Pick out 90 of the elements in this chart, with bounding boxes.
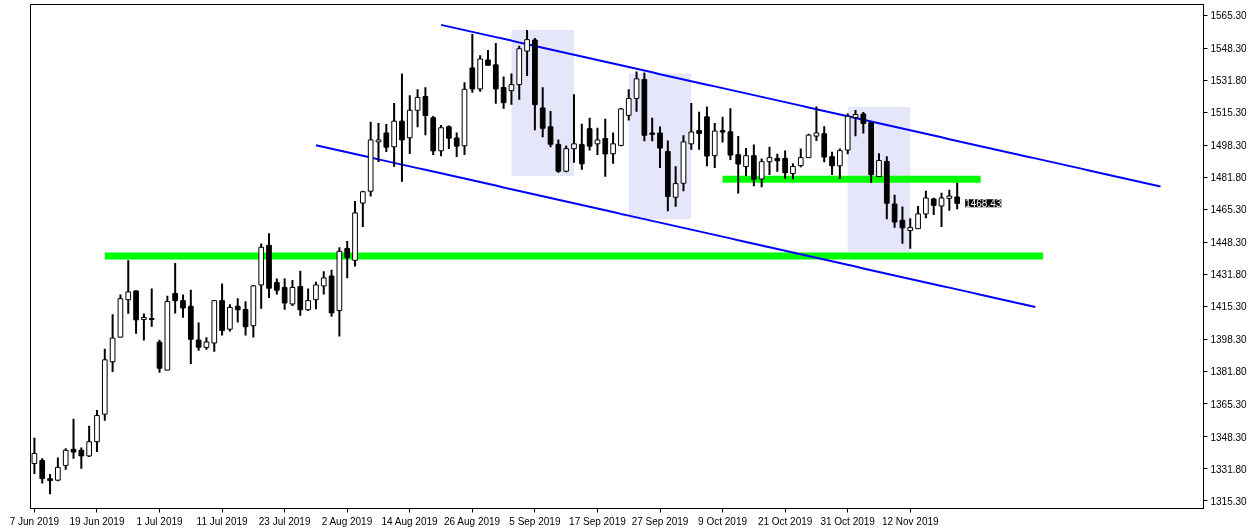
y-tick-label: 1548.30: [1210, 43, 1248, 55]
candlestick: [438, 124, 444, 158]
candlestick: [62, 447, 69, 471]
candlestick: [829, 150, 835, 177]
candlestick: [141, 312, 147, 342]
y-tick-label: 1348.30: [1210, 431, 1248, 443]
candlestick: [837, 147, 843, 180]
candlestick: [109, 313, 116, 374]
candlestick: [954, 181, 961, 211]
candlestick: [305, 287, 311, 312]
x-tick-label: 17 Sep 2019: [569, 515, 627, 527]
y-tick-label: 1498.30: [1210, 140, 1248, 152]
x-tick-label: 9 Oct 2019: [698, 515, 748, 527]
candlestick: [923, 189, 929, 220]
candlestick: [148, 287, 155, 328]
candlestick: [320, 270, 327, 296]
candlestick: [743, 146, 749, 178]
candlestick: [360, 189, 366, 229]
x-tick-label: 27 Sep 2019: [631, 515, 689, 527]
candlestick: [125, 259, 132, 315]
candlestick: [797, 147, 804, 169]
x-tick-label: 7 Jun 2019: [9, 515, 60, 527]
candlestick: [86, 424, 92, 458]
candlestick: [234, 297, 241, 324]
candlestick: [688, 102, 695, 151]
candlestick: [539, 86, 546, 139]
y-tick-label: 1531.80: [1210, 75, 1248, 87]
candlestick: [297, 269, 304, 317]
x-tick-label: 26 Aug 2019: [443, 515, 501, 527]
candlestick: [625, 88, 632, 122]
candlestick: [657, 125, 663, 169]
y-tick-label: 1465.30: [1210, 204, 1248, 216]
line-series: [314, 144, 1037, 309]
x-tick-label: 21 Oct 2019: [757, 515, 813, 527]
candlestick: [383, 123, 390, 153]
y-tick-label: 1448.30: [1210, 237, 1248, 249]
candlestick: [47, 472, 53, 496]
y-tick-label: 1381.80: [1210, 366, 1248, 378]
candlestick: [453, 131, 460, 159]
candlestick: [735, 135, 742, 195]
candlestick: [524, 29, 530, 78]
line-series: [440, 23, 1162, 188]
candlestick: [774, 152, 781, 173]
candlestick: [610, 131, 616, 165]
candlestick: [446, 124, 452, 151]
candlestick: [782, 149, 788, 180]
candlestick: [571, 93, 577, 164]
x-tick-label: 11 Jul 2019: [196, 515, 249, 527]
candlestick: [172, 262, 179, 315]
candlestick: [547, 110, 554, 149]
y-tick-label: 1415.30: [1210, 301, 1248, 313]
y-tick-label: 1365.30: [1210, 398, 1248, 410]
candlestick: [719, 115, 726, 144]
candlestick: [39, 457, 46, 485]
x-tick-label: 1 Jul 2019: [136, 515, 184, 527]
text: 1468.43: [965, 198, 1002, 210]
candlestick: [672, 165, 679, 208]
candlestick: [313, 280, 319, 311]
y-tick-label: 1565.30: [1210, 10, 1248, 22]
candlestick: [727, 107, 734, 161]
y-tick-label: 1315.30: [1210, 495, 1248, 507]
candlestick: [649, 116, 656, 143]
candlestick: [876, 152, 882, 178]
candlestick: [399, 72, 405, 183]
candlestick: [578, 122, 585, 171]
x-tick-label: 23 Jul 2019: [258, 515, 311, 527]
x-tick-label: 19 Jun 2019: [69, 515, 125, 527]
y-tick-label: 1515.30: [1210, 107, 1248, 119]
candlestick: [907, 217, 914, 250]
x-tick-label: 12 Nov 2019: [881, 515, 940, 527]
x-tick-label: 5 Sep 2019: [509, 515, 561, 527]
y-tick-label: 1431.80: [1210, 269, 1248, 281]
y-tick-label: 1398.30: [1210, 334, 1248, 346]
candlestick: [563, 144, 570, 174]
candlestick: [696, 110, 702, 151]
x-tick-label: 31 Oct 2019: [820, 515, 876, 527]
candlestick: [344, 240, 351, 280]
x-tick-label: 2 Aug 2019: [321, 515, 373, 527]
candlestick: [915, 204, 921, 230]
candlestick: [751, 143, 757, 188]
candlestick: [766, 145, 773, 177]
candlestick: [469, 33, 476, 94]
y-tick-label: 1481.80: [1210, 172, 1248, 184]
candlestick: [227, 303, 233, 333]
x-tick-label: 14 Aug 2019: [381, 515, 439, 527]
candlestick: [180, 293, 186, 319]
candlestick: [602, 117, 609, 178]
y-tick-label: 1331.80: [1210, 463, 1248, 475]
candlestick: [758, 157, 765, 189]
candlestick: [821, 125, 828, 164]
